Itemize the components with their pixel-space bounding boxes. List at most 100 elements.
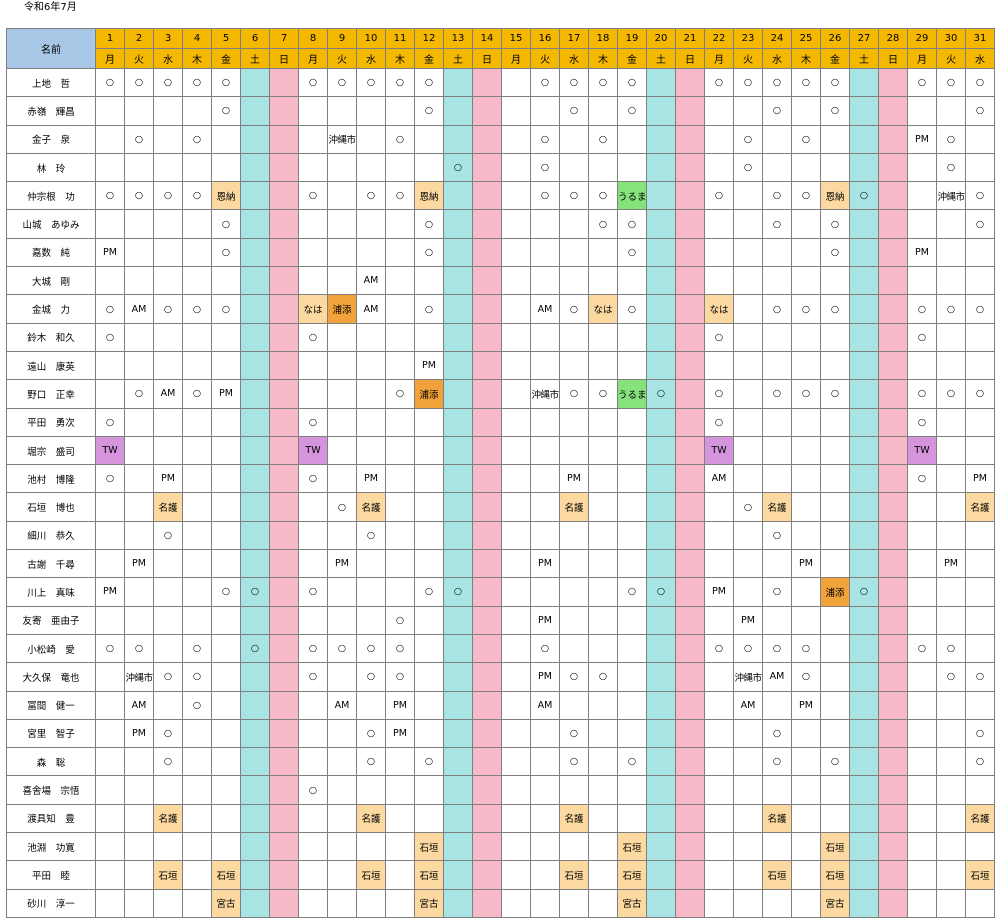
schedule-cell[interactable]	[356, 124, 386, 154]
schedule-cell[interactable]: ○	[153, 181, 183, 211]
schedule-cell[interactable]	[907, 152, 937, 183]
schedule-cell[interactable]	[588, 605, 618, 635]
schedule-cell[interactable]	[530, 209, 560, 239]
schedule-cell[interactable]	[646, 266, 676, 296]
schedule-cell[interactable]	[472, 492, 502, 522]
schedule-cell[interactable]	[153, 549, 183, 579]
schedule-cell[interactable]	[878, 747, 908, 777]
schedule-cell[interactable]	[153, 690, 183, 720]
schedule-cell[interactable]: ○	[153, 662, 183, 692]
schedule-cell[interactable]	[530, 803, 560, 834]
schedule-cell[interactable]	[849, 237, 879, 268]
schedule-cell[interactable]	[733, 464, 763, 494]
schedule-cell[interactable]: PM	[414, 350, 444, 381]
schedule-cell[interactable]	[733, 775, 763, 805]
schedule-cell[interactable]: ○	[936, 662, 966, 692]
schedule-cell[interactable]	[269, 435, 299, 466]
schedule-cell[interactable]: うるま	[617, 181, 647, 211]
schedule-cell[interactable]	[298, 832, 328, 862]
schedule-cell[interactable]	[472, 549, 502, 579]
schedule-cell[interactable]	[472, 435, 502, 466]
schedule-cell[interactable]	[240, 237, 270, 268]
schedule-cell[interactable]: ○	[95, 181, 125, 211]
schedule-cell[interactable]	[269, 67, 299, 98]
schedule-cell[interactable]	[559, 690, 589, 720]
schedule-cell[interactable]	[704, 152, 734, 183]
schedule-cell[interactable]	[240, 322, 270, 352]
schedule-cell[interactable]	[646, 67, 676, 98]
schedule-cell[interactable]	[675, 775, 705, 805]
schedule-cell[interactable]	[472, 860, 502, 890]
schedule-cell[interactable]	[327, 577, 357, 607]
schedule-cell[interactable]	[240, 379, 270, 409]
schedule-cell[interactable]	[849, 888, 879, 918]
schedule-cell[interactable]	[530, 888, 560, 918]
schedule-cell[interactable]	[501, 662, 531, 692]
schedule-cell[interactable]: ○	[530, 152, 560, 183]
schedule-cell[interactable]: AM	[356, 266, 386, 296]
schedule-cell[interactable]: ○	[182, 662, 212, 692]
schedule-cell[interactable]	[153, 209, 183, 239]
schedule-cell[interactable]: ○	[356, 747, 386, 777]
schedule-cell[interactable]	[472, 662, 502, 692]
schedule-cell[interactable]	[472, 96, 502, 126]
schedule-cell[interactable]	[704, 690, 734, 720]
schedule-cell[interactable]: ○	[559, 181, 589, 211]
schedule-cell[interactable]	[356, 152, 386, 183]
schedule-cell[interactable]	[965, 888, 995, 918]
schedule-cell[interactable]	[356, 690, 386, 720]
schedule-cell[interactable]	[849, 209, 879, 239]
schedule-cell[interactable]: ○	[559, 747, 589, 777]
schedule-cell[interactable]	[443, 67, 473, 98]
schedule-cell[interactable]	[762, 832, 792, 862]
schedule-cell[interactable]	[414, 435, 444, 466]
schedule-cell[interactable]	[240, 209, 270, 239]
schedule-cell[interactable]	[646, 124, 676, 154]
schedule-cell[interactable]	[182, 237, 212, 268]
schedule-cell[interactable]	[762, 775, 792, 805]
schedule-cell[interactable]	[704, 124, 734, 154]
schedule-cell[interactable]	[878, 464, 908, 494]
schedule-cell[interactable]	[936, 605, 966, 635]
schedule-cell[interactable]	[559, 322, 589, 352]
schedule-cell[interactable]	[675, 152, 705, 183]
schedule-cell[interactable]	[675, 832, 705, 862]
schedule-cell[interactable]	[733, 209, 763, 239]
schedule-cell[interactable]: ○	[704, 181, 734, 211]
schedule-cell[interactable]	[269, 747, 299, 777]
schedule-cell[interactable]	[501, 775, 531, 805]
schedule-cell[interactable]: ○	[95, 294, 125, 324]
schedule-cell[interactable]	[443, 266, 473, 296]
schedule-cell[interactable]	[414, 633, 444, 664]
schedule-cell[interactable]	[646, 662, 676, 692]
schedule-cell[interactable]: ○	[182, 67, 212, 98]
schedule-cell[interactable]: ○	[791, 294, 821, 324]
schedule-cell[interactable]	[385, 832, 415, 862]
schedule-cell[interactable]: ○	[762, 67, 792, 98]
schedule-cell[interactable]: なは	[298, 294, 328, 324]
schedule-cell[interactable]	[443, 209, 473, 239]
schedule-cell[interactable]: PM	[907, 237, 937, 268]
schedule-cell[interactable]	[791, 237, 821, 268]
schedule-cell[interactable]	[501, 67, 531, 98]
schedule-cell[interactable]: 名護	[965, 492, 995, 522]
schedule-cell[interactable]	[820, 124, 850, 154]
schedule-cell[interactable]: ○	[530, 124, 560, 154]
schedule-cell[interactable]	[298, 266, 328, 296]
schedule-cell[interactable]	[617, 266, 647, 296]
schedule-cell[interactable]: AM	[762, 662, 792, 692]
schedule-cell[interactable]	[530, 96, 560, 126]
schedule-cell[interactable]	[588, 803, 618, 834]
schedule-cell[interactable]	[385, 407, 415, 437]
schedule-cell[interactable]: ○	[965, 181, 995, 211]
schedule-cell[interactable]: ○	[414, 96, 444, 126]
schedule-cell[interactable]	[211, 718, 241, 749]
schedule-cell[interactable]	[327, 322, 357, 352]
schedule-cell[interactable]	[269, 379, 299, 409]
schedule-cell[interactable]: PM	[124, 718, 154, 749]
schedule-cell[interactable]	[704, 832, 734, 862]
schedule-cell[interactable]	[878, 124, 908, 154]
schedule-cell[interactable]	[617, 662, 647, 692]
schedule-cell[interactable]	[849, 690, 879, 720]
schedule-cell[interactable]	[936, 888, 966, 918]
